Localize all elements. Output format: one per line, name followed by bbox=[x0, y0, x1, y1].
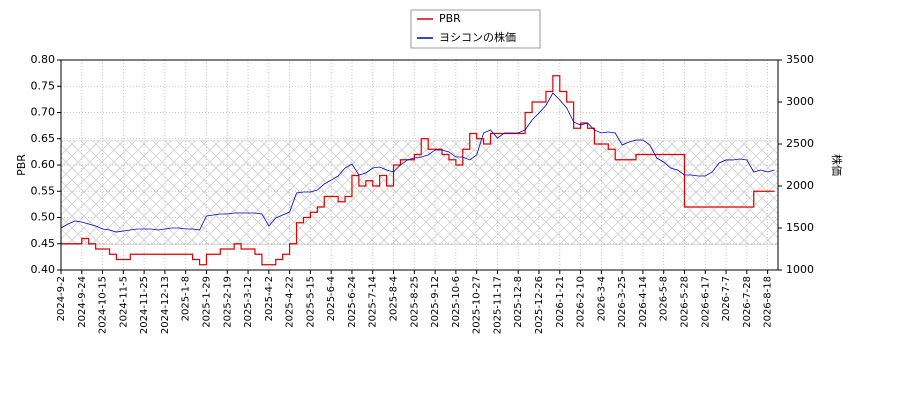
legend-label: PBR bbox=[439, 12, 461, 25]
x-tick-label: 2026-7-7 bbox=[721, 276, 732, 321]
x-tick-label: 2025-4-22 bbox=[285, 276, 296, 328]
y2-axis-label: 株価 bbox=[830, 154, 844, 176]
x-tick-label: 2024-10-15 bbox=[98, 276, 109, 334]
x-tick-label: 2026-6-17 bbox=[700, 276, 711, 328]
legend: PBR ヨシコンの株価 bbox=[410, 9, 541, 49]
y-tick-label: 0.75 bbox=[31, 79, 56, 92]
x-tick-label: 2025-1-29 bbox=[201, 276, 212, 328]
series-line bbox=[61, 75, 775, 266]
x-tick-label: 2025-2-19 bbox=[222, 276, 233, 328]
x-tick-label: 2025-5-15 bbox=[305, 276, 316, 328]
x-tick-label: 2025-7-14 bbox=[368, 276, 379, 328]
x-tick-label: 2026-1-21 bbox=[555, 276, 566, 328]
x-tick-label: 2024-11-25 bbox=[139, 276, 150, 334]
x-tick-label: 2026-3-25 bbox=[617, 276, 628, 328]
x-tick-label: 2025-10-6 bbox=[451, 276, 462, 328]
x-tick-label: 2025-9-12 bbox=[430, 276, 441, 328]
y2-tick-label: 2000 bbox=[786, 179, 814, 192]
x-tick-label: 2025-6-24 bbox=[347, 276, 358, 328]
x-tick-label: 2024-11-5 bbox=[118, 276, 129, 328]
x-tick-label: 2025-1-8 bbox=[181, 276, 192, 321]
series-line bbox=[60, 92, 775, 233]
y-axis-label: PBR bbox=[15, 154, 28, 176]
y-tick-label: 0.45 bbox=[31, 237, 56, 250]
x-tick-label: 2024-12-13 bbox=[160, 276, 171, 334]
x-tick-label: 2025-6-4 bbox=[326, 276, 337, 321]
legend-box bbox=[410, 9, 541, 49]
y-tick-label: 0.60 bbox=[31, 158, 56, 171]
x-tick-label: 2025-8-25 bbox=[409, 276, 420, 328]
x-tick-label: 2024-9-24 bbox=[77, 276, 88, 328]
y2-tick-label: 3000 bbox=[786, 95, 814, 108]
y2-tick-label: 1000 bbox=[786, 263, 814, 276]
x-tick-label: 2026-7-28 bbox=[742, 276, 753, 328]
shaded-range bbox=[60, 140, 779, 246]
x-tick-label: 2026-3-4 bbox=[596, 276, 607, 321]
x-tick-label: 2025-11-17 bbox=[492, 276, 503, 334]
y-tick-label: 0.40 bbox=[31, 263, 56, 276]
x-tick-label: 2026-8-18 bbox=[763, 276, 774, 328]
y-tick-label: 0.80 bbox=[31, 53, 56, 66]
x-tick-label: 2025-12-26 bbox=[534, 276, 545, 334]
y2-tick-label: 1500 bbox=[786, 221, 814, 234]
y-tick-label: 0.50 bbox=[31, 211, 56, 224]
y2-tick-label: 2500 bbox=[786, 137, 814, 150]
x-tick-label: 2025-12-8 bbox=[513, 276, 524, 328]
x-tick-label: 2025-8-4 bbox=[389, 276, 400, 321]
y-tick-label: 0.70 bbox=[31, 106, 56, 119]
x-tick-label: 2026-5-8 bbox=[659, 276, 670, 321]
x-tick-label: 2024-9-2 bbox=[56, 276, 67, 321]
legend-label: ヨシコンの株価 bbox=[439, 30, 516, 44]
x-tick-label: 2026-5-28 bbox=[679, 276, 690, 328]
y-tick-label: 0.55 bbox=[31, 184, 56, 197]
x-tick-label: 2026-4-14 bbox=[638, 276, 649, 328]
x-tick-label: 2025-4-2 bbox=[264, 276, 275, 321]
x-tick-label: 2025-10-27 bbox=[472, 276, 483, 334]
y2-tick-label: 3500 bbox=[786, 53, 814, 66]
y-tick-label: 0.65 bbox=[31, 132, 56, 145]
x-tick-label: 2025-3-12 bbox=[243, 276, 254, 328]
plot-frame bbox=[60, 59, 779, 271]
x-tick-label: 2026-2-10 bbox=[576, 276, 587, 328]
